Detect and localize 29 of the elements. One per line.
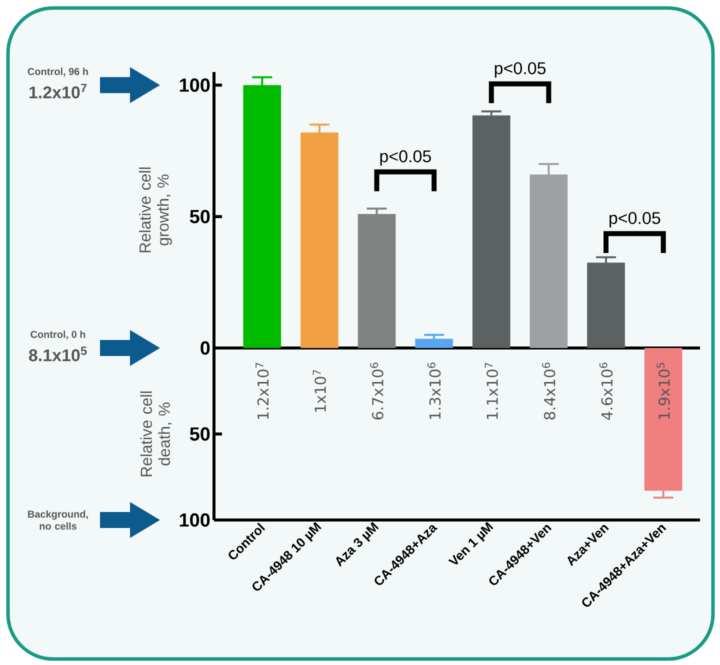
y-tick-label: 50 [190,210,210,224]
text: Background, no cells [28,510,88,530]
annotation: 1.1x10$^{7}$ [484,362,498,419]
bar [530,174,568,348]
text: Control, 96 h [28,68,88,77]
y-tick-label: 0 [200,341,210,355]
text: Control, 0 h [30,330,86,340]
bar [587,262,625,348]
y-tick-label: 100 [180,513,210,527]
annotation: 1.2x10$^{7}$ [256,362,269,419]
y-tick-label: 50 [190,427,210,441]
bar [300,132,338,348]
annotation: 1.9x10$^{5}$ [656,362,670,419]
y-axis-title: Relative cell death, % [140,392,172,476]
bar [358,214,396,348]
annotation: 4.6x10$^{6}$ [599,362,613,420]
text: 1.2x10$^{7}$ [30,84,87,98]
y-tick-label: 100 [180,78,210,92]
annotation: p<0.05 [380,150,431,166]
text: 8.1x10$^{5}$ [28,346,87,362]
annotation: p<0.05 [494,62,546,78]
y-axis-title: Relative cell growth, % [138,168,172,252]
annotation: 1.3x10$^{6}$ [427,362,441,419]
annotation: 8.4x10$^{6}$ [542,362,556,420]
annotation: 6.7x10$^{6}$ [370,362,384,420]
bar [472,115,510,348]
bar [243,85,282,348]
annotation: p<0.05 [610,212,660,228]
annotation: 1x10$^{7}$ [312,370,326,412]
